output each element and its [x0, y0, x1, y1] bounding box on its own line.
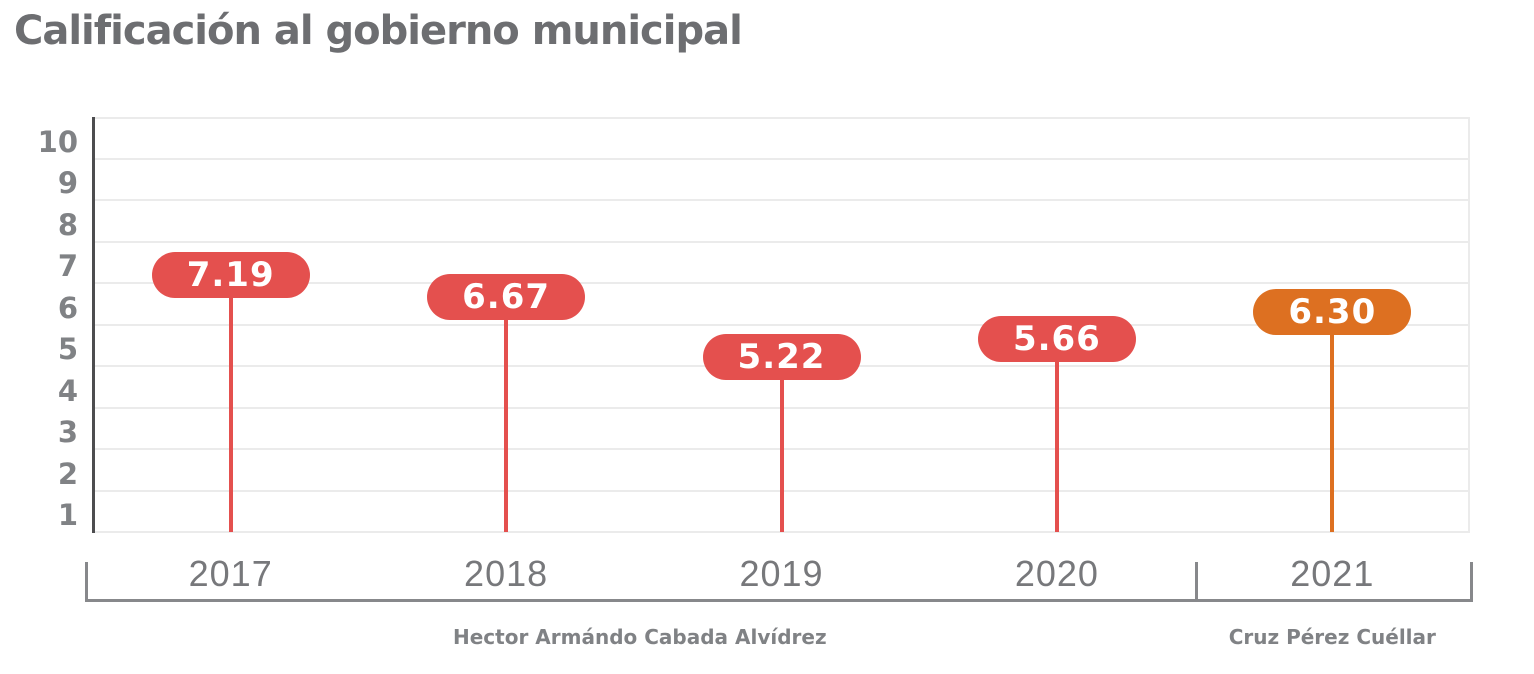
x-tick-label: 2020 [1014, 553, 1099, 594]
data-point-pill: 6.30 [1253, 289, 1412, 336]
y-axis-line [92, 117, 95, 533]
gridline [93, 282, 1470, 284]
gridline [93, 531, 1470, 533]
bracket-tick [1194, 562, 1198, 602]
group-label: Hector Armándo Cabada Alvídrez [453, 625, 827, 649]
data-point-pill: 7.19 [151, 252, 310, 299]
data-point-pill: 5.66 [977, 315, 1136, 362]
x-tick-label: 2017 [188, 553, 273, 594]
x-tick-label: 2021 [1290, 553, 1375, 594]
y-tick-label: 5 [57, 332, 78, 366]
bracket-tick [85, 562, 88, 602]
gridline [93, 240, 1470, 243]
data-point-stem [779, 356, 784, 532]
y-tick-label: 2 [57, 456, 78, 491]
x-tick-label: 2018 [464, 553, 549, 594]
data-point-pill: 6.67 [427, 273, 586, 320]
data-point-pill: 5.22 [702, 333, 861, 380]
gridline [93, 323, 1470, 326]
data-point-stem [228, 275, 233, 532]
group-label: Cruz Pérez Cuéllar [1228, 625, 1436, 649]
y-tick-label: 6 [57, 290, 78, 325]
plot-top-border [93, 117, 1470, 119]
y-tick-label: 10 [37, 124, 78, 159]
data-point-stem [1054, 338, 1059, 532]
y-tick-label: 7 [57, 249, 78, 283]
x-tick-label: 2019 [739, 553, 824, 594]
chart-title: Calificación al gobierno municipal [14, 8, 743, 54]
data-point-stem [504, 296, 509, 532]
y-tick-label: 4 [57, 373, 78, 408]
gridline [93, 157, 1470, 160]
y-tick-label: 8 [57, 207, 78, 242]
gridline [93, 199, 1470, 201]
y-tick-label: 1 [57, 498, 78, 532]
bracket-line [85, 599, 1473, 602]
y-tick-label: 3 [57, 415, 78, 449]
bracket-tick [1470, 562, 1473, 602]
y-tick-label: 9 [57, 166, 78, 200]
data-point-stem [1330, 312, 1335, 532]
